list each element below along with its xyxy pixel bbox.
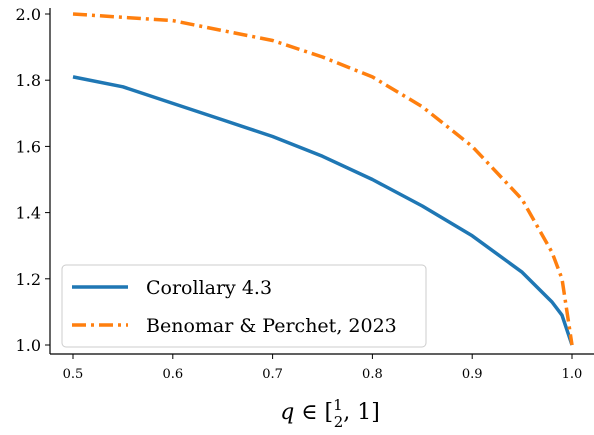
- y-axis-ticks: 1.0 1.2 1.4 1.6 1.8 2.0: [16, 5, 50, 355]
- legend-label-2: Benomar & Perchet, 2023: [146, 315, 397, 337]
- x-tick-label: 0.7: [262, 367, 283, 382]
- x-tick-label: 0.8: [362, 367, 383, 382]
- legend-label-1: Corollary 4.3: [146, 277, 272, 299]
- y-tick-label: 1.6: [16, 137, 41, 156]
- series-line-1: [72, 75, 574, 346]
- y-tick-label: 2.0: [16, 5, 41, 24]
- y-tick-label: 1.2: [16, 270, 41, 289]
- x-tick-label: 0.5: [63, 367, 84, 382]
- y-tick-label: 1.4: [16, 204, 41, 223]
- legend: Corollary 4.3 Benomar & Perchet, 2023: [61, 264, 427, 348]
- series-layer: [72, 12, 574, 346]
- x-tick-label: 0.6: [162, 367, 183, 382]
- y-tick-label: 1.8: [16, 71, 41, 90]
- x-axis-label: q ∈ [1 2, 1]: [280, 396, 380, 431]
- x-axis-ticks: 0.5 0.6 0.7 0.8 0.9 1.0: [63, 354, 583, 382]
- y-tick-label: 1.0: [16, 336, 41, 355]
- x-tick-label: 0.9: [462, 367, 483, 382]
- legend-frame: [61, 264, 427, 348]
- x-tick-label: 1.0: [562, 367, 583, 382]
- series-line-2: [72, 12, 574, 346]
